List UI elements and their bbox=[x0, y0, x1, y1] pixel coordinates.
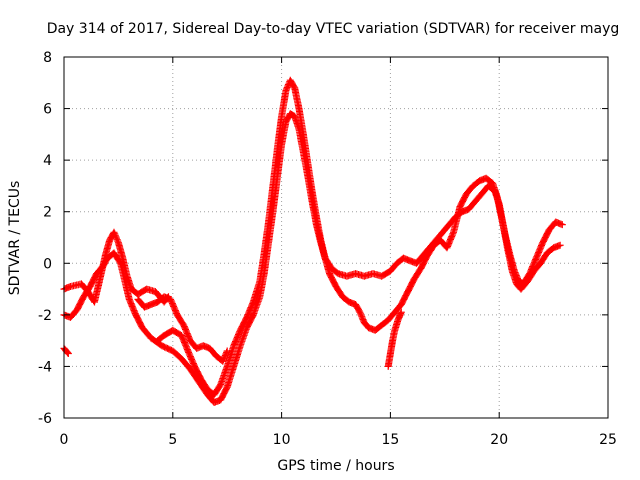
data-points bbox=[60, 76, 566, 406]
y-tick-label: -4 bbox=[38, 359, 52, 375]
data-point bbox=[359, 316, 367, 324]
x-tick-label: 25 bbox=[599, 432, 617, 448]
x-tick-label: 5 bbox=[168, 432, 177, 448]
y-tick-label: -6 bbox=[38, 411, 52, 427]
data-point bbox=[221, 351, 229, 359]
data-point bbox=[113, 234, 120, 242]
data-point bbox=[556, 241, 564, 249]
grid bbox=[64, 57, 608, 418]
y-tick-label: 4 bbox=[43, 153, 52, 169]
y-tick-labels: -6 -4 -2 0 2 4 6 8 bbox=[38, 50, 52, 427]
x-tick-label: 15 bbox=[381, 432, 399, 448]
chart-title: Day 314 of 2017, Sidereal Day-to-day VTE… bbox=[47, 21, 620, 37]
y-axis-label: SDTVAR / TECUs bbox=[7, 181, 23, 296]
series-track-B bbox=[60, 110, 564, 406]
x-tick-label: 10 bbox=[273, 432, 291, 448]
plot-frame bbox=[63, 56, 609, 419]
x-tick-labels: 0 5 10 15 20 25 bbox=[60, 432, 617, 448]
data-point bbox=[558, 221, 566, 229]
data-point bbox=[219, 357, 227, 365]
series-track-C bbox=[154, 76, 566, 399]
series-track-E bbox=[384, 308, 405, 370]
y-tick-label: 0 bbox=[43, 256, 52, 272]
x-tick-label: 20 bbox=[490, 432, 508, 448]
data-point bbox=[111, 230, 119, 238]
series-track-A bbox=[60, 228, 172, 306]
y-tick-label: -2 bbox=[38, 308, 52, 324]
data-point bbox=[64, 349, 72, 357]
data-point bbox=[113, 236, 121, 244]
data-point bbox=[223, 347, 231, 355]
series-track-F bbox=[134, 293, 231, 365]
x-tick-label: 0 bbox=[60, 432, 69, 448]
y-tick-label: 2 bbox=[43, 205, 52, 221]
axis-ticks bbox=[63, 56, 609, 419]
y-tick-label: 8 bbox=[43, 50, 52, 66]
data-point bbox=[512, 271, 520, 279]
data-point bbox=[110, 228, 118, 236]
data-point bbox=[397, 308, 405, 316]
x-axis-label: GPS time / hours bbox=[277, 458, 394, 474]
data-point bbox=[510, 267, 518, 275]
data-point bbox=[64, 350, 72, 358]
y-tick-label: 6 bbox=[43, 102, 52, 118]
series-track-D bbox=[60, 344, 72, 358]
